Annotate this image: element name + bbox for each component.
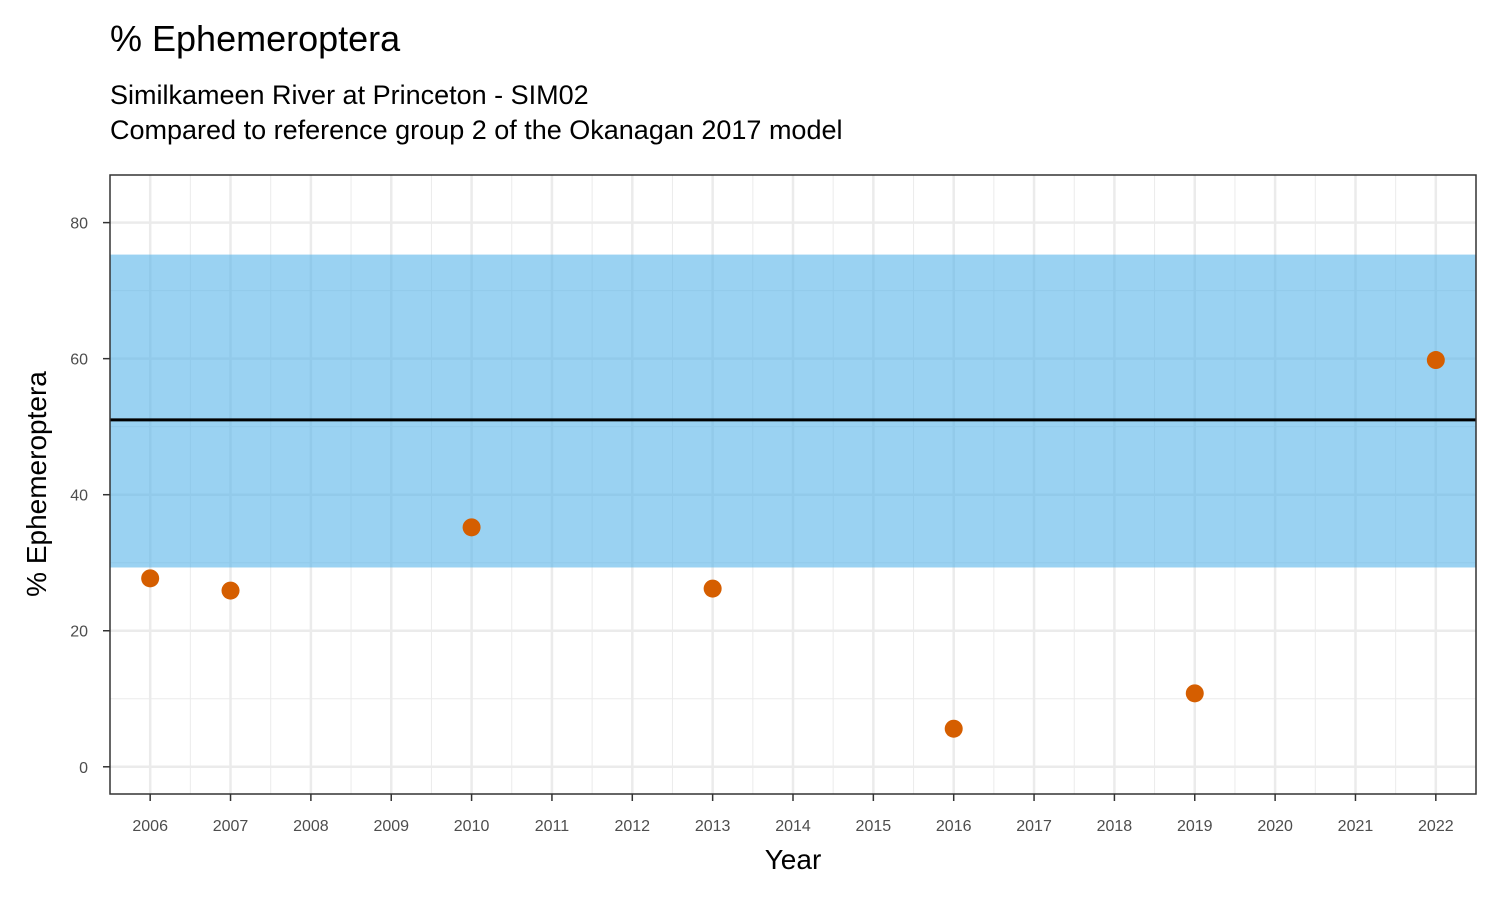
chart-title: % Ephemeroptera — [110, 18, 401, 59]
x-tick-label: 2011 — [535, 818, 570, 835]
chart-subtitle-line-2: Compared to reference group 2 of the Oka… — [110, 115, 843, 145]
x-tick-label: 2021 — [1338, 818, 1374, 835]
reference-band-layer — [110, 254, 1476, 568]
x-axis-title: Year — [765, 844, 822, 875]
x-tick-label: 2015 — [856, 818, 892, 835]
y-tick-label: 80 — [70, 216, 88, 233]
data-point — [944, 719, 963, 738]
x-tick-label: 2017 — [1016, 818, 1052, 835]
x-tick-label: 2009 — [373, 818, 409, 835]
x-tick-label: 2008 — [293, 818, 329, 835]
chart-subtitle-line-1: Similkameen River at Princeton - SIM02 — [110, 80, 589, 110]
data-point — [462, 518, 481, 537]
data-points — [141, 351, 1445, 738]
y-tick-label: 20 — [70, 624, 88, 641]
y-tick-label: 60 — [70, 352, 88, 369]
x-tick-label: 2018 — [1097, 818, 1133, 835]
reference-band — [110, 254, 1476, 568]
data-point — [1185, 684, 1204, 703]
x-tick-label: 2007 — [213, 818, 249, 835]
y-tick-label: 40 — [70, 488, 88, 505]
data-point — [1426, 351, 1445, 370]
y-axis-title: % Ephemeroptera — [21, 371, 52, 597]
axes: 2006 2007 2008 2009 2010 2011 2012 2013 2014 2015… — [70, 216, 1454, 835]
x-tick-label: 2013 — [695, 818, 731, 835]
data-point — [221, 581, 240, 600]
x-tick-label: 2012 — [614, 818, 650, 835]
x-tick-label: 2006 — [132, 818, 168, 835]
x-tick-label: 2014 — [775, 818, 811, 835]
y-tick-label: 0 — [79, 760, 88, 777]
x-tick-label: 2022 — [1418, 818, 1454, 835]
x-tick-label: 2010 — [454, 818, 490, 835]
x-tick-label: 2019 — [1177, 818, 1213, 835]
data-point — [703, 579, 722, 598]
x-tick-label: 2016 — [936, 818, 972, 835]
x-tick-label: 2020 — [1257, 818, 1293, 835]
data-point — [141, 569, 160, 588]
